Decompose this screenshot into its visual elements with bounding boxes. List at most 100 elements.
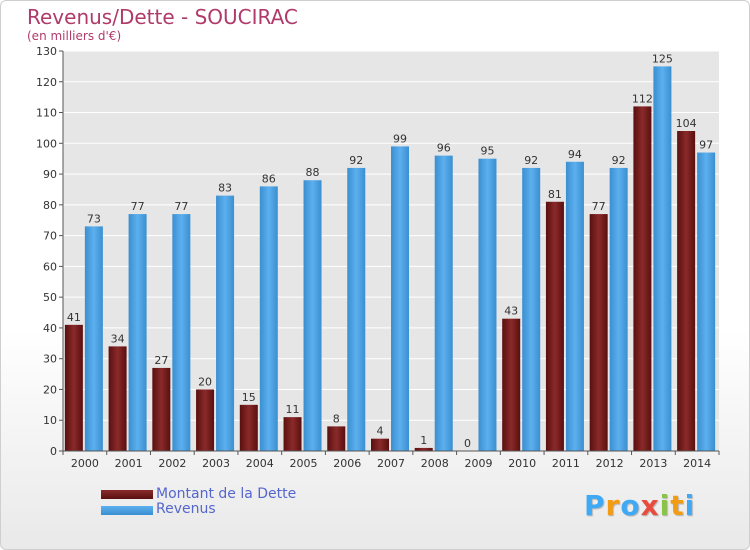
- logo-letter: t: [670, 489, 685, 522]
- x-tick-label: 2012: [596, 457, 624, 470]
- y-tick-label: 100: [36, 137, 57, 150]
- legend-swatch-debt: [101, 490, 153, 499]
- bar-dette: [108, 346, 127, 451]
- data-label-dette: 11: [286, 403, 300, 416]
- y-tick-label: 10: [43, 414, 57, 427]
- y-tick-label: 110: [36, 107, 57, 120]
- bar-revenus: [522, 167, 541, 451]
- proxiti-logo: Proxiti: [584, 489, 695, 522]
- x-tick-label: 2006: [333, 457, 361, 470]
- logo-letter: x: [640, 489, 660, 522]
- data-label-dette: 8: [333, 412, 340, 425]
- bars: 4173347727772083158611888924991960954392…: [64, 52, 716, 452]
- y-tick-label: 50: [43, 291, 57, 304]
- x-tick-label: 2014: [683, 457, 711, 470]
- bar-dette: [239, 404, 258, 451]
- data-label-dette: 20: [198, 375, 212, 388]
- data-label-revenus: 99: [393, 132, 407, 145]
- bar-dette: [327, 426, 346, 451]
- chart-subtitle: (en milliers d'€): [27, 29, 122, 43]
- chart-title: Revenus/Dette - SOUCIRAC: [27, 5, 298, 29]
- data-label-revenus: 88: [306, 166, 320, 179]
- data-label-revenus: 96: [437, 142, 451, 155]
- x-tick-label: 2003: [202, 457, 230, 470]
- x-tick-label: 2007: [377, 457, 405, 470]
- data-label-revenus: 92: [524, 154, 538, 167]
- data-label-dette: 112: [632, 92, 653, 105]
- logo-letter: o: [620, 489, 641, 522]
- data-label-dette: 77: [592, 200, 606, 213]
- y-tick-label: 40: [43, 322, 57, 335]
- x-tick-label: 2009: [464, 457, 492, 470]
- bar-revenus: [347, 167, 366, 451]
- data-label-revenus: 86: [262, 172, 276, 185]
- legend-swatch-revenus: [101, 506, 153, 515]
- data-label-dette: 81: [548, 188, 562, 201]
- x-tick-label: 2013: [639, 457, 667, 470]
- data-label-dette: 104: [676, 117, 697, 130]
- x-tick-label: 2004: [246, 457, 274, 470]
- bar-revenus: [391, 146, 409, 451]
- data-label-revenus: 77: [131, 200, 145, 213]
- logo-letter: i: [659, 489, 671, 522]
- x-tick-label: 2011: [552, 457, 580, 470]
- x-tick-label: 2008: [421, 457, 449, 470]
- x-axis: 2000 2001 2002 2003 2004 2005 2006 2007 2008 2009…: [62, 450, 720, 470]
- bar-dette: [196, 389, 215, 451]
- x-tick-label: 2005: [290, 457, 318, 470]
- bar-revenus: [478, 158, 497, 451]
- bar-revenus: [653, 66, 672, 451]
- data-label-revenus: 97: [699, 139, 713, 152]
- y-tick-label: 120: [36, 76, 57, 89]
- data-label-revenus: 73: [87, 212, 101, 225]
- bar-dette: [152, 367, 171, 451]
- data-label-dette: 41: [67, 311, 81, 324]
- x-tick-label: 2001: [115, 457, 143, 470]
- logo-letter: P: [584, 489, 606, 522]
- bar-revenus: [216, 195, 235, 451]
- y-tick-label: 60: [43, 260, 57, 273]
- bar-revenus: [697, 152, 716, 452]
- logo-letter: r: [605, 489, 621, 522]
- y-tick-label: 30: [43, 353, 57, 366]
- bar-revenus: [303, 180, 322, 451]
- legend-label-debt: Montant de la Dette: [156, 486, 297, 502]
- bar-dette: [414, 447, 433, 451]
- data-label-dette: 4: [377, 425, 384, 438]
- bar-dette: [283, 417, 302, 451]
- x-tick-label: 2002: [158, 457, 186, 470]
- bar-dette: [502, 318, 521, 451]
- x-tick-label: 2010: [508, 457, 536, 470]
- data-label-revenus: 95: [480, 145, 494, 158]
- data-label-dette: 1: [420, 434, 427, 447]
- data-label-revenus: 83: [218, 182, 232, 195]
- bar-revenus: [172, 214, 191, 451]
- data-label-revenus: 92: [349, 154, 363, 167]
- data-label-dette: 0: [464, 437, 471, 450]
- legend-label-revenus: Revenus: [156, 501, 216, 517]
- bar-dette: [64, 324, 83, 451]
- data-label-dette: 34: [111, 332, 125, 345]
- bar-dette: [677, 131, 696, 451]
- data-label-dette: 15: [242, 391, 256, 404]
- data-label-revenus: 125: [652, 52, 673, 65]
- y-tick-label: 130: [36, 45, 57, 58]
- y-tick-label: 70: [43, 230, 57, 243]
- y-tick-label: 20: [43, 383, 57, 396]
- bar-dette: [589, 214, 608, 451]
- y-axis: 0 10 20 30 40 50 60 70 80 90 100 110 120 130: [36, 45, 64, 458]
- x-tick-label: 2000: [71, 457, 99, 470]
- bar-dette: [371, 438, 389, 451]
- logo-letter: i: [684, 489, 696, 522]
- bar-dette: [545, 201, 564, 451]
- y-tick-label: 0: [50, 445, 57, 458]
- bar-revenus: [565, 161, 584, 451]
- bar-revenus: [128, 214, 147, 451]
- bar-revenus: [609, 167, 628, 451]
- bar-revenus: [84, 226, 103, 451]
- y-tick-label: 90: [43, 168, 57, 181]
- bar-dette: [633, 106, 652, 451]
- data-label-revenus: 94: [568, 148, 582, 161]
